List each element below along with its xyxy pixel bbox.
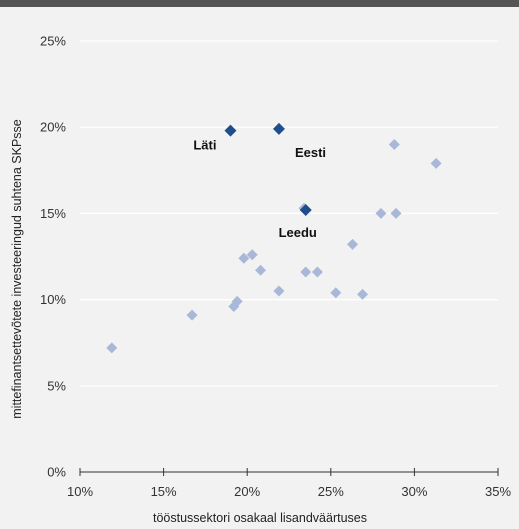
gridlines [80,40,498,387]
x-axis-title: tööstussektori osakaal lisandväärtuses [153,511,367,525]
highlighted-point [272,122,285,135]
x-axis-ticks: 10% 15% 20% 25% 30% 35% [67,468,511,499]
data-point [231,295,243,307]
top-bar [0,0,519,7]
point-label: Eesti [295,145,326,160]
data-point [186,309,198,321]
y-tick-label: 5% [47,378,66,393]
y-axis-title: mittefinantsettevõtete investeeringud su… [10,119,24,419]
scatter-points [106,138,442,354]
data-point [357,288,369,300]
x-tick-label: 15% [151,484,177,499]
y-tick-label: 15% [40,206,66,221]
x-tick-label: 30% [401,484,427,499]
data-point [390,207,402,219]
x-tick-label: 10% [67,484,93,499]
data-point [330,287,342,299]
data-point [430,157,442,169]
point-label: Leedu [279,225,317,240]
y-tick-label: 25% [40,34,66,49]
data-point [347,238,359,250]
x-tick-label: 25% [318,484,344,499]
data-point [311,266,323,278]
y-tick-label: 10% [40,292,66,307]
point-label: Läti [193,138,216,153]
y-tick-label: 20% [40,120,66,135]
highlighted-point [299,203,312,216]
data-point [106,342,118,354]
highlighted-point [224,124,237,137]
data-point [255,264,267,276]
y-axis-ticks: 0% 5% 10% 15% 20% 25% [40,34,66,480]
data-point [238,252,250,264]
x-tick-label: 35% [485,484,511,499]
y-tick-label: 0% [47,465,66,480]
x-tick-label: 20% [234,484,260,499]
data-point [375,207,387,219]
data-point [273,285,285,297]
data-point [246,249,258,261]
data-point [300,266,312,278]
data-point [388,138,400,150]
highlighted-points: Läti Eesti Leedu [193,122,326,240]
